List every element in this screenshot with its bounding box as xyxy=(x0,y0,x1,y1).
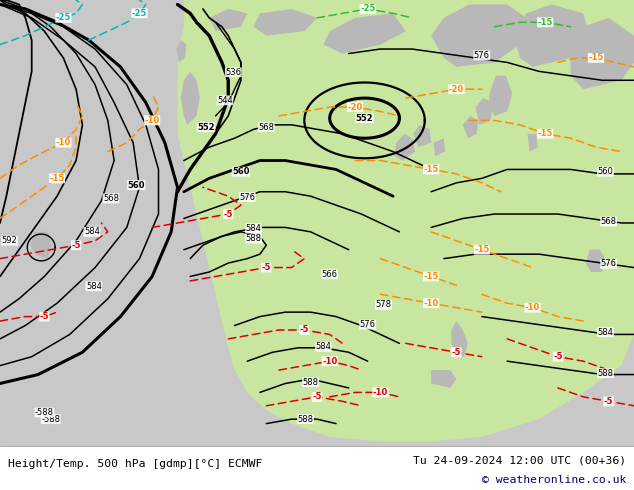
Text: -588: -588 xyxy=(41,415,60,424)
Polygon shape xyxy=(178,0,634,441)
Text: Tu 24-09-2024 12:00 UTC (00+36): Tu 24-09-2024 12:00 UTC (00+36) xyxy=(413,455,626,465)
Polygon shape xyxy=(254,9,317,36)
Text: -5: -5 xyxy=(224,210,233,219)
Text: 584: 584 xyxy=(84,227,100,236)
Polygon shape xyxy=(586,250,605,272)
Text: -10: -10 xyxy=(424,299,439,308)
Polygon shape xyxy=(571,18,634,89)
Text: 568: 568 xyxy=(103,194,119,203)
Polygon shape xyxy=(451,321,468,357)
Text: 576: 576 xyxy=(359,320,376,329)
Text: 592: 592 xyxy=(2,236,17,245)
Text: 552: 552 xyxy=(356,114,373,122)
Text: 568: 568 xyxy=(258,122,275,132)
Text: 560: 560 xyxy=(127,180,145,190)
Polygon shape xyxy=(30,232,52,259)
Text: -15: -15 xyxy=(424,165,439,174)
Text: -15: -15 xyxy=(424,272,439,281)
Text: © weatheronline.co.uk: © weatheronline.co.uk xyxy=(482,475,626,485)
Polygon shape xyxy=(476,98,493,125)
Text: 588: 588 xyxy=(245,234,262,243)
Polygon shape xyxy=(514,4,590,67)
Text: 588: 588 xyxy=(302,378,319,387)
Text: -25: -25 xyxy=(56,13,71,23)
Text: 588: 588 xyxy=(297,415,314,424)
Text: 576: 576 xyxy=(239,193,256,201)
Text: 560: 560 xyxy=(597,167,614,176)
Polygon shape xyxy=(413,125,431,147)
Text: -15: -15 xyxy=(49,174,65,183)
Text: 584: 584 xyxy=(245,224,262,233)
Text: -15: -15 xyxy=(538,129,553,138)
Text: 576: 576 xyxy=(474,51,490,60)
Text: 568: 568 xyxy=(600,217,617,226)
Text: 584: 584 xyxy=(315,343,332,351)
Polygon shape xyxy=(489,76,512,116)
Polygon shape xyxy=(323,13,406,53)
Text: 560: 560 xyxy=(232,167,250,176)
Polygon shape xyxy=(176,40,186,62)
Polygon shape xyxy=(463,116,478,138)
Text: -10: -10 xyxy=(322,357,337,366)
Text: Height/Temp. 500 hPa [gdmp][°C] ECMWF: Height/Temp. 500 hPa [gdmp][°C] ECMWF xyxy=(8,459,262,468)
Text: -5: -5 xyxy=(452,348,461,357)
Text: -15: -15 xyxy=(474,245,489,254)
Polygon shape xyxy=(527,134,538,151)
Text: -5: -5 xyxy=(604,397,613,406)
Text: -15: -15 xyxy=(538,18,553,27)
Text: -5: -5 xyxy=(262,263,271,272)
Text: 576: 576 xyxy=(600,260,617,269)
Polygon shape xyxy=(209,9,247,31)
Text: -5: -5 xyxy=(40,312,49,321)
Text: 544: 544 xyxy=(217,96,233,105)
Text: 584: 584 xyxy=(86,282,102,291)
Text: 578: 578 xyxy=(375,300,392,310)
Polygon shape xyxy=(434,138,445,156)
Text: -20: -20 xyxy=(347,102,363,112)
Polygon shape xyxy=(394,134,415,161)
Text: -5: -5 xyxy=(313,392,321,401)
Text: -5: -5 xyxy=(300,325,309,335)
Text: -10: -10 xyxy=(373,388,388,397)
Text: -25: -25 xyxy=(132,9,147,18)
Text: -20: -20 xyxy=(449,85,464,94)
Polygon shape xyxy=(431,4,533,67)
Text: -10: -10 xyxy=(145,116,160,125)
Text: 584: 584 xyxy=(597,328,614,337)
Polygon shape xyxy=(181,72,200,125)
Text: -25: -25 xyxy=(360,4,375,13)
Text: 552: 552 xyxy=(197,122,215,132)
Text: -15: -15 xyxy=(588,53,604,62)
Text: 566: 566 xyxy=(321,270,338,279)
Text: 588: 588 xyxy=(597,368,614,378)
Text: 536: 536 xyxy=(225,68,242,77)
Text: -10: -10 xyxy=(525,303,540,312)
Polygon shape xyxy=(431,370,456,388)
Text: -5: -5 xyxy=(553,352,562,361)
Text: -10: -10 xyxy=(56,138,71,147)
Text: -5: -5 xyxy=(72,241,81,250)
Text: -588: -588 xyxy=(35,408,54,417)
